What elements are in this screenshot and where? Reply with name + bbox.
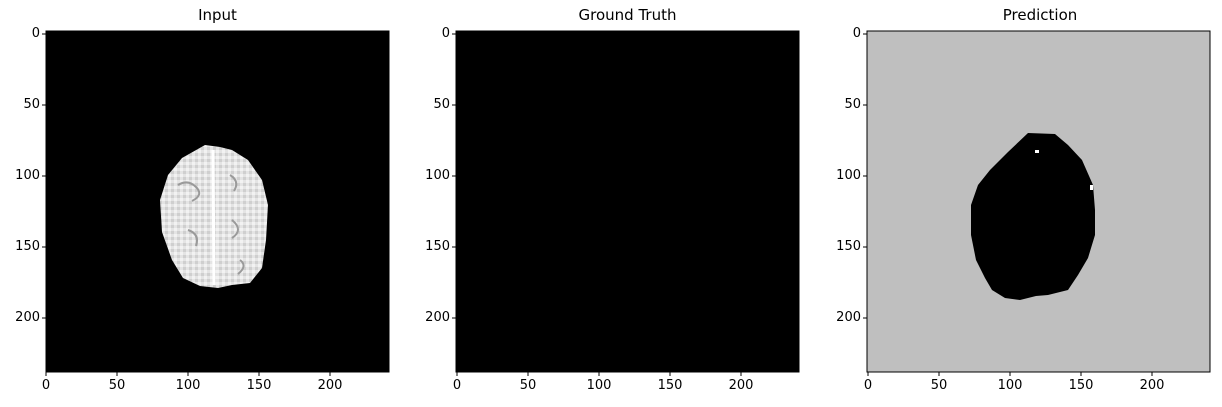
prediction-x-tick: 200: [1139, 378, 1165, 393]
prediction-y-tick: 0: [852, 26, 861, 41]
ground-truth-y-tick: 200: [425, 310, 450, 325]
ground-truth-y-tick: 150: [425, 239, 450, 254]
prediction-panel: [866, 30, 1211, 373]
tick-marks: [42, 33, 1153, 376]
ground-truth-x-tick: 100: [586, 378, 612, 393]
ground-truth-image-area: [456, 31, 799, 372]
ground-truth-y-tick: 0: [441, 26, 450, 41]
prediction-axes-frame: [866, 30, 1211, 373]
prediction-y-tick: 200: [836, 310, 861, 325]
brain-folds: [177, 174, 245, 275]
input-y-tick: 200: [15, 310, 40, 325]
prediction-blob: [971, 133, 1095, 300]
prediction-y-tick: 100: [836, 168, 861, 183]
prediction-x-tick: 150: [1068, 378, 1094, 393]
ground-truth-y-tick: 100: [425, 168, 450, 183]
prediction-white-speck: [1035, 150, 1039, 153]
input-y-tick: 50: [23, 97, 40, 112]
input-x-tick: 50: [108, 378, 126, 393]
brain-midline: [211, 149, 216, 286]
ground-truth-axes-frame: [455, 30, 800, 373]
input-title: Input: [198, 6, 237, 24]
input-x-tick: 200: [317, 378, 343, 393]
ground-truth-x-tick: 200: [728, 378, 754, 393]
ground-truth-x-tick: 150: [657, 378, 683, 393]
input-y-tick: 100: [15, 168, 40, 183]
input-x-tick: 150: [246, 378, 272, 393]
ground-truth-y-tick: 50: [433, 97, 450, 112]
ground-truth-title: Ground Truth: [578, 6, 677, 24]
input-y-tick: 0: [31, 26, 40, 41]
prediction-title: Prediction: [1002, 6, 1078, 24]
prediction-x-tick: 100: [997, 378, 1023, 393]
ground-truth-x-tick: 0: [452, 378, 462, 393]
input-x-tick: 100: [175, 378, 201, 393]
prediction-y-tick: 150: [836, 239, 861, 254]
prediction-x-tick: 50: [930, 378, 948, 393]
input-axes-frame: [45, 30, 390, 373]
input-panel: [45, 30, 390, 373]
prediction-x-tick: 0: [863, 378, 873, 393]
ground-truth-panel: [455, 30, 800, 373]
input-y-tick: 150: [15, 239, 40, 254]
prediction-y-tick: 50: [844, 97, 861, 112]
input-x-tick: 0: [41, 378, 51, 393]
prediction-white-edge: [1090, 185, 1093, 190]
ground-truth-x-tick: 50: [519, 378, 537, 393]
